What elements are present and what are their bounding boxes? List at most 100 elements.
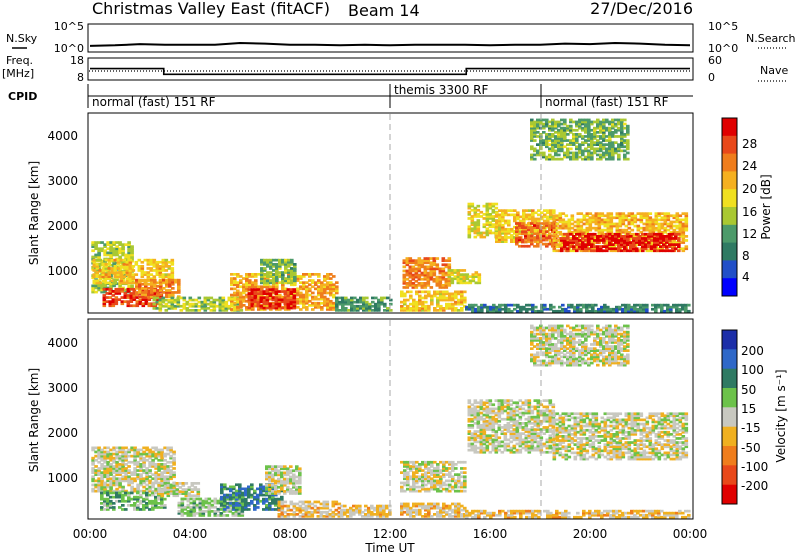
heat-cell [519, 309, 523, 313]
heat-cell [569, 141, 573, 144]
heat-cell [274, 288, 279, 291]
heat-cell [584, 239, 588, 242]
heat-cell [584, 128, 588, 132]
heat-cell [278, 273, 282, 276]
heat-cell [154, 467, 158, 470]
heat-cell [112, 446, 116, 450]
heat-cell [603, 228, 608, 232]
heat-cell [232, 508, 236, 511]
heat-cell [157, 448, 161, 452]
heat-cell [103, 499, 107, 503]
heat-cell [151, 473, 155, 476]
heat-cell [409, 294, 413, 298]
heat-cell [244, 506, 248, 509]
heat-cell [623, 141, 627, 144]
heat-cell [578, 245, 582, 248]
heat-cell [374, 296, 378, 300]
heat-cell [177, 291, 181, 294]
heat-cell [155, 267, 160, 270]
heat-cell [624, 218, 629, 222]
heat-cell [91, 471, 95, 474]
heat-cell [139, 508, 143, 511]
heat-cell [147, 302, 152, 306]
heat-cell [447, 257, 452, 260]
heat-cell [597, 212, 602, 215]
heat-cell [486, 309, 490, 313]
heat-cell [639, 309, 643, 313]
heat-cell [436, 300, 440, 304]
heat-cell [100, 452, 104, 456]
heat-cell [531, 309, 535, 313]
heat-cell [566, 143, 570, 146]
heat-cell [160, 497, 164, 501]
heat-cell [265, 492, 269, 495]
heat-cell [268, 473, 272, 477]
heat-region-17 [560, 232, 681, 253]
heat-cell [184, 494, 189, 498]
heat-cell [118, 261, 122, 265]
heat-cell [476, 204, 481, 208]
heat-cell [133, 487, 137, 491]
heat-cell [614, 135, 618, 138]
heat-cell [237, 510, 242, 513]
heat-cell [609, 216, 614, 220]
heat-cell [377, 309, 381, 312]
heat-cell [160, 454, 164, 458]
heat-cell [236, 285, 240, 289]
heat-cell [633, 309, 637, 313]
heat-cell [593, 232, 597, 236]
heat-cell [169, 473, 173, 476]
heat-cell [119, 277, 124, 281]
heat-cell [139, 465, 143, 468]
heat-cell [530, 133, 534, 136]
heat-cell [118, 284, 122, 288]
heat-cell [170, 267, 175, 270]
heat-cell [590, 133, 594, 136]
heat-cell [441, 277, 446, 281]
heat-cell [572, 128, 576, 132]
heat-cell [121, 475, 125, 479]
heat-cell [171, 278, 175, 282]
heat-cell [215, 304, 220, 308]
heat-cell [605, 143, 609, 146]
heat-cell [226, 487, 230, 491]
heat-cell [160, 490, 165, 493]
heat-cell [245, 281, 249, 284]
heat-cell [590, 237, 594, 240]
heat-cell [596, 149, 600, 153]
heat-cell [555, 230, 560, 234]
heat-cell [204, 510, 209, 513]
heat-cell [579, 307, 583, 311]
heat-cell [245, 285, 249, 289]
heat-cell [552, 228, 557, 232]
heat-cell [681, 212, 686, 215]
heat-cell [115, 460, 119, 464]
heat-cell [177, 280, 181, 284]
heat-cell [444, 271, 449, 275]
heat-cell [98, 263, 103, 266]
heat-cell [534, 217, 538, 221]
heat-cell [130, 454, 134, 458]
nave-tick-top: 60 [708, 54, 722, 67]
heat-cell [92, 265, 97, 268]
heat-cell [159, 289, 163, 292]
heat-cell [402, 279, 407, 283]
heat-cell [563, 131, 567, 134]
heat-cell [171, 287, 175, 290]
heat-cell [216, 499, 221, 503]
heat-cell [121, 497, 125, 501]
heat-cell [233, 301, 237, 305]
heat-cell [542, 222, 546, 225]
heat-cell [611, 151, 615, 155]
heat-cell [139, 475, 143, 479]
heat-cell [121, 477, 125, 481]
heat-cell [198, 497, 203, 501]
heat-cell [600, 220, 605, 224]
heat-cell [91, 284, 95, 288]
heat-cell [617, 239, 621, 242]
heat-cell [534, 240, 538, 243]
freq-tick-bottom: 8 [77, 71, 84, 84]
heat-cell [587, 155, 591, 159]
heat-cell [344, 300, 348, 304]
heat-cell [650, 232, 654, 236]
